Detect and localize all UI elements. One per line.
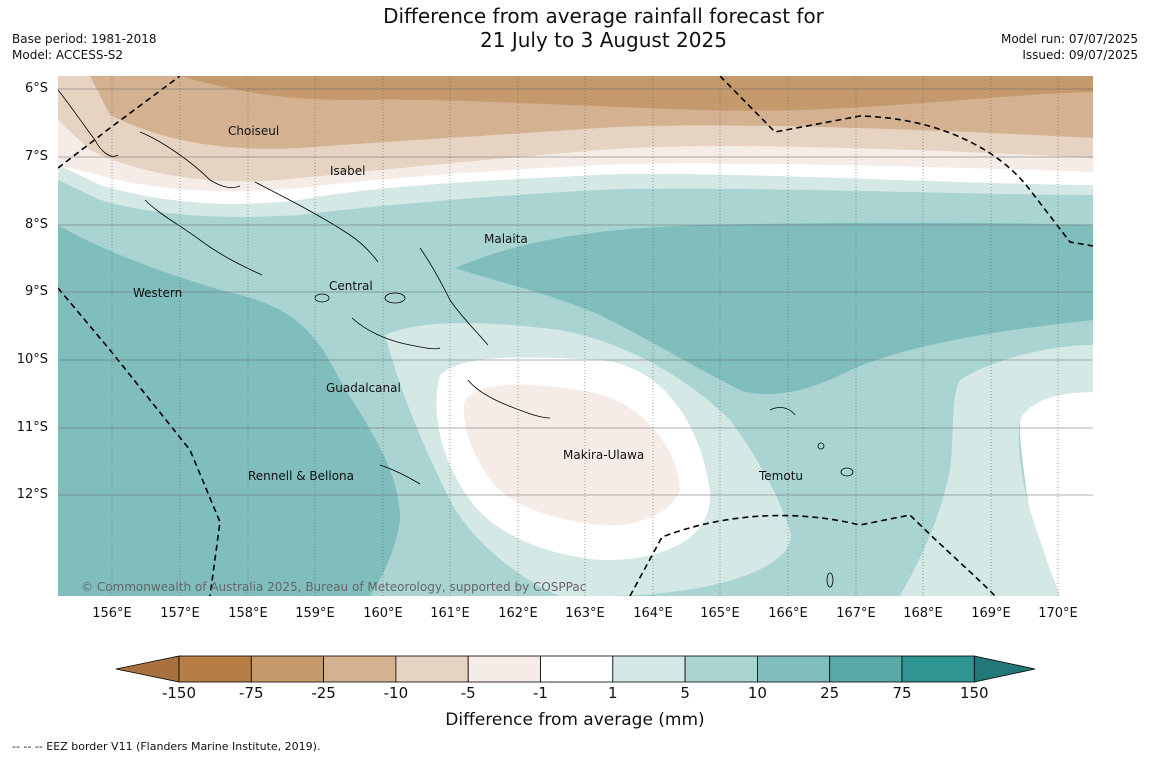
region-label-choiseul: Choiseul [228,124,280,138]
run-info: Model run: 07/07/2025 Issued: 09/07/2025 [1001,31,1138,63]
coast-temotu-3 [817,442,825,450]
map-title: Difference from average rainfall forecas… [0,4,1150,52]
coast-guadalcanal [351,317,441,350]
lon-label-158e: 158°E [228,606,268,621]
model-name: Model: ACCESS-S2 [12,48,124,62]
colorbar-extend-high [973,655,1036,683]
lon-label-163e: 163°E [565,606,605,621]
colorbar-bin [684,655,758,683]
base-period: Base period: 1981-2018 [12,32,157,46]
lon-label-157e: 157°E [160,606,200,621]
colorbar-bin [829,655,903,683]
contour-dry-minus25 [180,76,1093,111]
lat-label-12s: 12°S [16,487,48,502]
colorbar-tick-label: 10 [747,684,767,702]
lat-label-8s: 8°S [24,217,48,232]
lat-label-11s: 11°S [16,420,48,435]
issued-date: Issued: 09/07/2025 [1022,48,1138,62]
model-info: Base period: 1981-2018 Model: ACCESS-S2 [12,31,157,63]
contour-neutral-top [58,163,1093,205]
map-title-line2: 21 July to 3 August 2025 [480,28,727,52]
eez-border-west [58,287,221,596]
region-label-makira-ulawa: Makira-Ulawa [563,448,645,462]
eez-border-north [58,76,181,169]
eez-legend-note: -- -- -- EEZ border V11 (Flanders Marine… [12,740,321,753]
coast-new-georgia [144,199,263,276]
colorbar-tick-label: -75 [239,684,264,702]
coastlines [58,89,854,588]
colorbar-tick-label: 25 [820,684,840,702]
lon-label-168e: 168°E [903,606,943,621]
lon-label-159e: 159°E [295,606,335,621]
lat-label-10s: 10°S [16,352,48,367]
colorbar-tick-label: 1 [608,684,618,702]
region-label-temotu: Temotu [759,469,804,483]
contour-wet-1-center [385,323,791,596]
colorbar-bin [757,655,831,683]
contour-layer [58,76,1093,596]
region-label-rennell-bellona: Rennell & Bellona [248,469,355,483]
coast-temotu-1 [769,407,796,416]
colorbar-bin [323,655,397,683]
lon-label-169e: 169°E [971,606,1011,621]
lon-label-165e: 165°E [700,606,740,621]
contour-wet-1-east [900,345,1093,596]
region-label-malaita: Malaita [484,232,528,246]
colorbar-bin [612,655,686,683]
coast-rennell [379,464,421,485]
eez-border-south [629,514,996,596]
coast-small-isl [826,572,834,588]
model-run: Model run: 07/07/2025 [1000,32,1138,46]
contour-wet-25-west [58,225,400,596]
colorbar-tick-label: -10 [383,684,409,702]
colorbar-tick-label: -1 [533,684,548,702]
eez-borders [58,76,1093,596]
colorbar-bin [467,655,541,683]
colorbar-extend-low [115,655,180,683]
colorbar-tick-label: -150 [161,684,197,702]
lon-label-167e: 167°E [836,606,876,621]
lat-label-7s: 7°S [24,149,48,164]
region-label-isabel: Isabel [330,164,366,178]
copyright-notice: © Commonwealth of Australia 2025, Bureau… [81,580,587,594]
contour-wet-1 [58,165,1093,217]
region-label-guadalcanal: Guadalcanal [326,381,401,395]
eez-border-northeast [719,76,1093,247]
lon-label-161e: 161°E [430,606,470,621]
colorbar-bin [540,655,614,683]
coast-makira [467,379,551,419]
colorbar-bin [250,655,325,683]
lon-label-160e: 160°E [363,606,403,621]
colorbar-tick-label: 150 [959,684,989,702]
lon-label-166e: 166°E [768,606,808,621]
coast-bougainville [58,89,119,157]
coast-temotu-2 [840,467,854,477]
colorbar-tick-label: 75 [892,684,912,702]
gridlines [58,88,1093,496]
coast-florida-isl [384,292,406,304]
lat-label-9s: 9°S [24,284,48,299]
lat-label-6s: 6°S [24,81,48,96]
lon-label-164e: 164°E [633,606,673,621]
colorbar-tick-label: 5 [680,684,690,702]
colorbar-bin [901,655,975,683]
coast-malaita [419,247,489,346]
colorbar-bin [178,655,252,683]
colorbar-tick-label: -5 [460,684,476,702]
colorbar-tick-label: -25 [311,684,336,702]
colorbar-title: Difference from average (mm) [445,710,705,730]
lon-label-162e: 162°E [498,606,538,621]
coast-choiseul [139,131,241,188]
region-label-central: Central [329,279,373,293]
colorbar-bin [395,655,469,683]
map-title-line1: Difference from average rainfall forecas… [383,4,824,28]
lon-label-170e: 170°E [1038,606,1078,621]
coast-isabel [254,181,379,263]
region-label-western: Western [133,286,183,300]
lon-label-156e: 156°E [92,606,132,621]
contour-wet-25-east [455,222,1093,395]
